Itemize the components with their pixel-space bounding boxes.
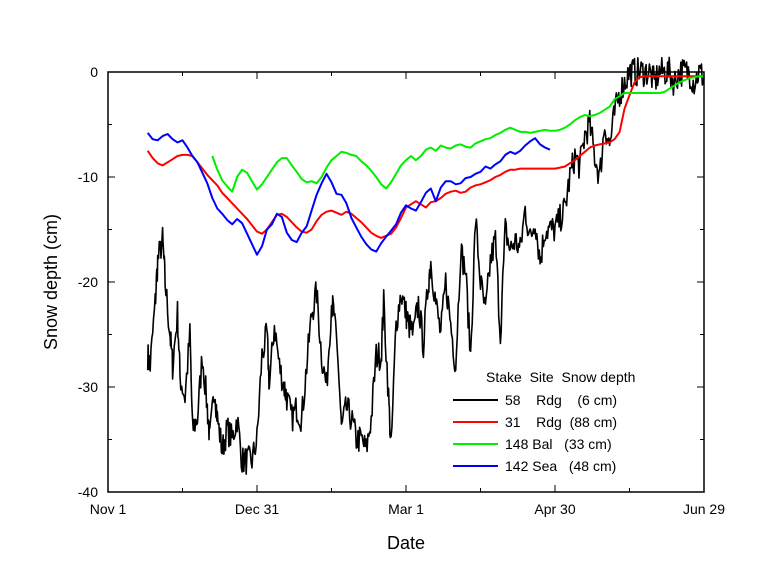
legend-header: Stake Site Snow depth	[486, 369, 635, 385]
y-axis-title: Snow depth (cm)	[41, 214, 61, 350]
y-tick-label: -30	[78, 379, 98, 395]
legend-label-0: 58 Rdg (6 cm)	[505, 392, 617, 408]
y-tick-label: 0	[90, 64, 98, 80]
axis-ticks: Nov 1 Dec 31 Mar 1 Apr 30 Jun 29 0 -10 -20 -30 -4…	[78, 64, 725, 517]
y-tick-label: -10	[78, 169, 98, 185]
series-line-3	[146, 132, 551, 256]
x-tick-label: Mar 1	[388, 501, 424, 517]
legend-label-2: 148 Bal (33 cm)	[505, 436, 612, 452]
legend: Stake Site Snow depth 58 Rdg (6 cm) 31 Rd…	[453, 369, 635, 474]
series-line-0	[146, 56, 705, 475]
y-tick-label: -20	[78, 274, 98, 290]
x-tick-label: Apr 30	[534, 501, 575, 517]
x-tick-label: Nov 1	[90, 501, 127, 517]
series-line-1	[146, 75, 704, 239]
series-line-2	[211, 75, 704, 193]
legend-label-1: 31 Rdg (88 cm)	[505, 414, 617, 430]
series-lines	[146, 56, 705, 475]
x-tick-label: Jun 29	[683, 501, 725, 517]
x-axis-title: Date	[387, 533, 425, 553]
x-tick-label: Dec 31	[235, 501, 280, 517]
legend-label-3: 142 Sea (48 cm)	[505, 458, 616, 474]
y-tick-label: -40	[78, 484, 98, 500]
